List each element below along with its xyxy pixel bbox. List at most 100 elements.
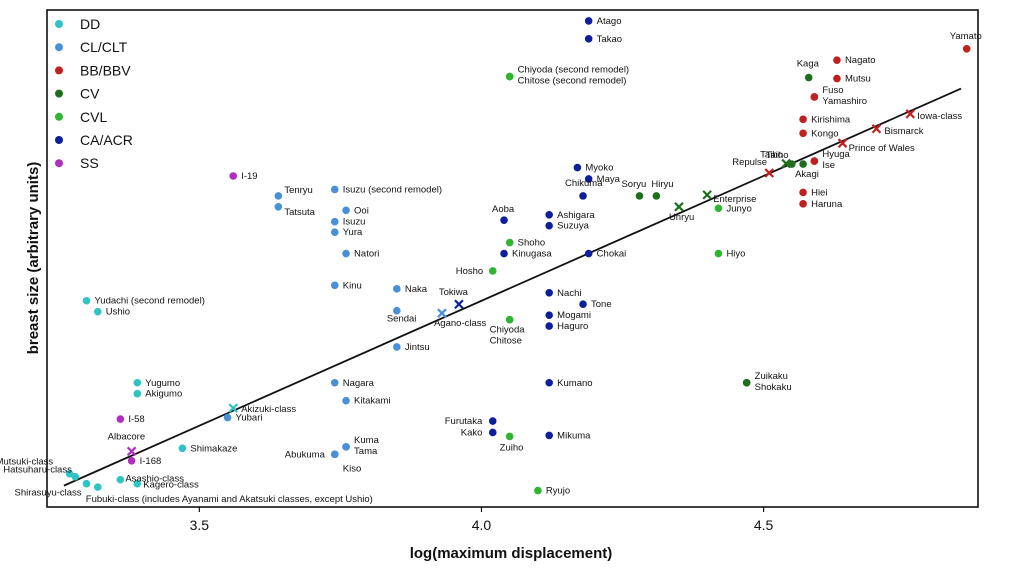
point-label-atago: Atago <box>597 16 622 27</box>
point-isuzu <box>330 217 339 226</box>
legend: DD CL/CLT BB/BBV CV CVL CA/ACR SS <box>55 16 133 171</box>
plot-area-border <box>46 9 979 508</box>
point-ise <box>810 157 819 165</box>
point-zuiho <box>505 432 514 441</box>
legend-label-bb-bbv: BB/BBV <box>80 62 131 78</box>
point-tatsuta <box>274 203 283 211</box>
plot-frame <box>46 9 979 508</box>
class-marker-iowa-class <box>905 109 916 119</box>
legend-label-cl-clt: CL/CLT <box>80 39 128 55</box>
point-yubari <box>223 413 232 422</box>
x-axis-title: log(maximum displacement) <box>410 545 613 562</box>
point-shoho <box>505 238 514 247</box>
point-ryujo <box>534 486 542 495</box>
point-label-hiei: Hiei <box>811 187 827 198</box>
point-label-haguro: Haguro <box>557 321 588 332</box>
class-marker-label-repulse: Repulse <box>732 157 767 168</box>
class-marker-enterprise <box>702 190 712 200</box>
point-label-soryu: Soryu <box>621 179 646 190</box>
point-label-asashio-class: Asashio-class <box>125 474 184 485</box>
point-label-junyo: Junyo <box>726 203 751 214</box>
x-tick-label: 3.5 <box>190 517 210 533</box>
point-takao <box>584 35 593 43</box>
x-ticks: 3.5 4.0 4.5 <box>190 507 774 533</box>
y-axis-title: breast size (arbitrary units) <box>25 162 42 355</box>
point-label-nagara: Nagara <box>343 378 375 389</box>
point-asashio-class <box>116 475 125 484</box>
point-natori <box>342 249 350 258</box>
legend-marker-ss <box>55 159 63 168</box>
point-label-kagero-class: Kagero-class <box>143 480 199 491</box>
point-chitose <box>505 315 514 324</box>
point-kirishima <box>799 115 807 124</box>
point-label-kuma: Kuma <box>354 435 380 446</box>
point-label-tenryu: Tenryu <box>284 185 313 196</box>
point-atago <box>584 17 593 25</box>
point-chokai <box>584 249 593 258</box>
point-furutaka <box>488 417 497 425</box>
point-label-ashigara: Ashigara <box>557 210 595 221</box>
point-label-chiyoda-second-remodel: Chiyoda (second remodel) <box>518 65 629 76</box>
class-marker-akizuki-class <box>228 403 238 413</box>
point-label-i-168: I-168 <box>140 456 162 467</box>
point-ushio <box>93 307 102 316</box>
point-label-hiyo: Hiyo <box>726 249 745 260</box>
point-label-kirishima: Kirishima <box>811 114 851 125</box>
class-marker-repulse <box>764 168 775 178</box>
point-shimakaze <box>178 444 187 453</box>
point-label-myoko: Myoko <box>585 163 613 174</box>
point-jintsu <box>393 343 401 351</box>
point-chitose-second-remodel <box>505 72 514 81</box>
point-aoba <box>500 216 508 225</box>
point-label-ryujo: Ryujo <box>546 486 570 497</box>
point-suzuya <box>545 221 553 230</box>
point-kitakami <box>342 396 350 405</box>
point-kumano <box>545 378 553 387</box>
point-myoko <box>573 163 582 172</box>
point-label-kiso: Kiso <box>343 463 361 474</box>
point-label-isuzu-second-remodel: Isuzu (second remodel) <box>343 184 442 195</box>
class-marker-label-bismarck: Bismarck <box>884 126 923 137</box>
class-marker-label-akizuki-class: Akizuki-class <box>241 404 296 415</box>
point-isuzu-second-remodel <box>330 185 339 194</box>
point-label-tama: Tama <box>354 446 378 457</box>
point-label-jintsu: Jintsu <box>405 342 430 353</box>
point-shirasuyu-class <box>82 479 91 488</box>
point-mutsu <box>833 74 841 83</box>
point-label-i-58: I-58 <box>128 414 144 425</box>
point-nagato <box>833 56 841 64</box>
point-label-mogami: Mogami <box>557 310 591 321</box>
point-label-kako: Kako <box>461 427 483 438</box>
point-label-ise: Ise <box>822 160 835 171</box>
point-label-i-19: I-19 <box>241 171 257 182</box>
point-hiyo <box>714 249 723 258</box>
point-label-shokaku: Shokaku <box>755 382 792 393</box>
point-label-shimakaze: Shimakaze <box>190 443 237 454</box>
class-marker-label-agano-class: Agano-class <box>434 318 487 329</box>
point-label-yugumo: Yugumo <box>145 378 180 389</box>
point-mikuma <box>545 431 553 440</box>
legend-label-ss: SS <box>80 155 99 171</box>
point-haruna <box>799 200 807 208</box>
class-marker-label-taiho: Taiho <box>760 150 783 161</box>
point-kako <box>488 428 497 437</box>
point-tone <box>579 300 587 309</box>
point-label-ooi: Ooi <box>354 205 369 216</box>
point-kaga <box>804 73 813 82</box>
labels-layer: Yudachi (second remodel)Ushio YugumoAkigu… <box>0 16 982 505</box>
point-label-hiryu: Hiryu <box>651 179 673 190</box>
point-mutsuki-class <box>65 469 74 478</box>
point-label-takao: Takao <box>597 34 622 45</box>
class-marker-label-tokiwa: Tokiwa <box>439 287 469 298</box>
point-label-chitose: Chitose <box>490 336 522 347</box>
class-marker-taiho <box>781 158 791 169</box>
class-marker-tokiwa <box>454 299 464 310</box>
point-label-shoho: Shoho <box>518 238 545 249</box>
point-label-chitose-second-remodel: Chitose (second remodel) <box>518 76 627 87</box>
point-soryu <box>635 192 644 200</box>
point-label-kinu: Kinu <box>343 280 362 291</box>
point-i-19 <box>229 172 237 180</box>
point-label-natori: Natori <box>354 249 379 260</box>
point-yura <box>330 228 339 236</box>
